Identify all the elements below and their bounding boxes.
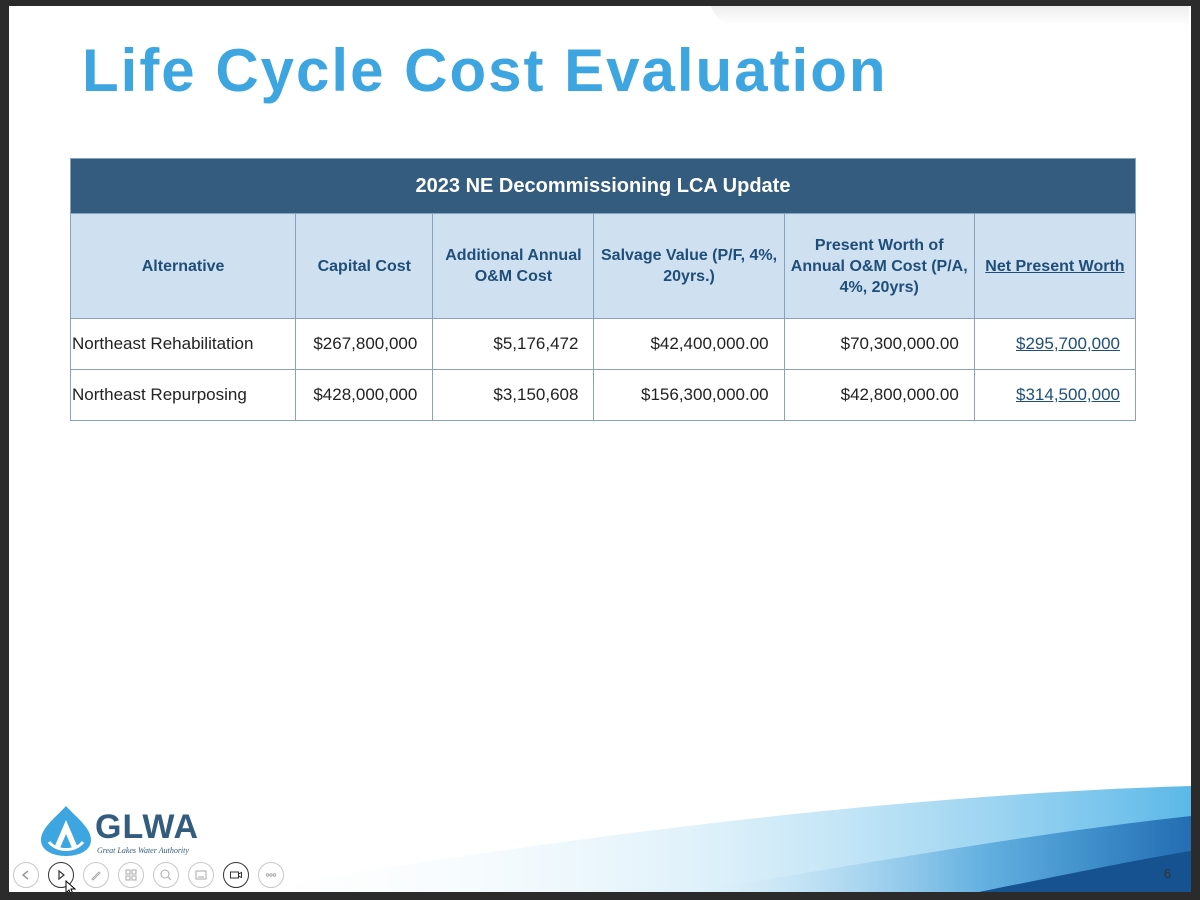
- cell-annual-om: $3,150,608: [432, 369, 595, 421]
- cell-present-worth: $42,800,000.00: [783, 369, 975, 421]
- top-shadow: [709, 6, 1189, 26]
- previous-slide-button[interactable]: [13, 862, 39, 888]
- header-capital-cost: Capital Cost: [295, 213, 434, 319]
- decorative-wave: [233, 786, 1191, 892]
- cell-salvage-value: $42,400,000.00: [593, 318, 785, 370]
- more-options-icon: [265, 873, 277, 877]
- glwa-logo: GLWA Great Lakes Water Authority: [37, 804, 237, 864]
- camera-icon: [230, 871, 242, 879]
- water-drop-logo-icon: [41, 806, 91, 856]
- camera-button[interactable]: [223, 862, 249, 888]
- header-net-present-worth-link[interactable]: Net Present Worth: [985, 257, 1125, 275]
- zoom-button[interactable]: [153, 862, 179, 888]
- pen-tool-button[interactable]: [83, 862, 109, 888]
- cell-capital-cost: $267,800,000: [295, 318, 434, 370]
- cell-annual-om: $5,176,472: [432, 318, 595, 370]
- table-caption-row: 2023 NE Decommissioning LCA Update: [70, 158, 1136, 214]
- see-all-slides-button[interactable]: [118, 862, 144, 888]
- slides-grid-icon: [125, 869, 137, 881]
- header-alternative: Alternative: [69, 213, 297, 319]
- table-row: Northeast Repurposing $428,000,000 $3,15…: [69, 369, 1137, 421]
- cell-net-present-worth-link[interactable]: $314,500,000: [973, 369, 1137, 421]
- header-annual-om: Additional Annual O&M Cost: [432, 213, 595, 319]
- zoom-icon: [160, 869, 172, 881]
- cell-present-worth: $70,300,000.00: [783, 318, 975, 370]
- logo-tagline: Great Lakes Water Authority: [97, 846, 189, 855]
- previous-icon: [21, 870, 29, 880]
- cell-net-present-worth-link[interactable]: $295,700,000: [973, 318, 1137, 370]
- header-present-worth: Present Worth of Annual O&M Cost (P/A, 4…: [783, 213, 975, 319]
- cell-capital-cost: $428,000,000: [295, 369, 434, 421]
- slide: Life Cycle Cost Evaluation 2023 NE Decom…: [9, 6, 1191, 892]
- slide-number: 6: [1163, 866, 1171, 881]
- slideshow-controls: [13, 862, 284, 890]
- table-row: Northeast Rehabilitation $267,800,000 $5…: [69, 318, 1137, 370]
- logo-name: GLWA: [95, 808, 200, 846]
- pen-icon: [91, 871, 101, 881]
- cell-alternative: Northeast Rehabilitation: [69, 318, 297, 370]
- header-salvage-value: Salvage Value (P/F, 4%, 20yrs.): [593, 213, 785, 319]
- mouse-cursor-icon: [65, 879, 77, 892]
- next-icon: [58, 869, 65, 881]
- table-caption: 2023 NE Decommissioning LCA Update: [70, 158, 1136, 214]
- lca-table: 2023 NE Decommissioning LCA Update Alter…: [69, 158, 1137, 421]
- table-header-row: Alternative Capital Cost Additional Annu…: [69, 213, 1137, 319]
- header-net-present-worth[interactable]: Net Present Worth: [973, 213, 1137, 319]
- subtitles-button[interactable]: [188, 862, 214, 888]
- cell-alternative: Northeast Repurposing: [69, 369, 297, 421]
- slide-title: Life Cycle Cost Evaluation: [82, 37, 888, 104]
- cell-salvage-value: $156,300,000.00: [593, 369, 785, 421]
- subtitles-icon: [195, 870, 207, 880]
- more-options-button[interactable]: [258, 862, 284, 888]
